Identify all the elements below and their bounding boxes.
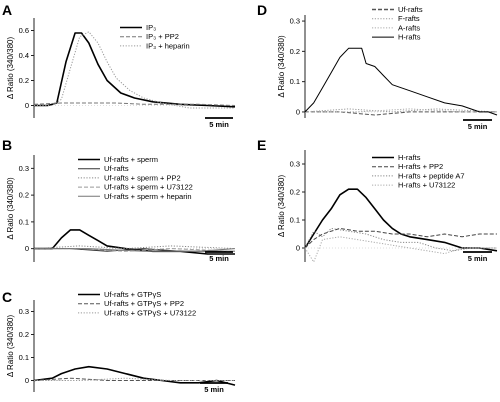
y-tick-label: 0 [296,108,300,117]
y-axis-label: Δ Ratio (340/380) [6,177,15,240]
panel-e: E00.10.20.3Δ Ratio (340/380)H-raftsH-raf… [257,137,498,263]
legend-label: Uf-rafts + sperm + heparin [104,192,192,201]
legend-label: Uf-rafts [398,5,423,14]
series-line-2 [33,377,235,381]
series-line-3 [305,108,497,113]
panel-letter: E [257,137,266,153]
y-tick-label: 0.3 [290,160,300,169]
legend-label: Uf-rafts + sperm + U73122 [104,183,193,192]
legend-label: H-rafts + PP2 [398,162,443,171]
series-line-5 [34,248,236,252]
series-line-3 [304,227,497,252]
y-axis-label: Δ Ratio (340/380) [6,37,15,100]
y-tick-label: 0.2 [19,330,29,339]
panel-letter: D [257,2,267,18]
legend-label: IP₃ + heparin [146,41,190,50]
y-tick-label: 0 [25,376,29,385]
series-line-2 [304,108,498,113]
y-axis-label: Δ Ratio (340/380) [6,315,15,378]
legend-label: H-rafts [398,33,421,42]
y-tick-label: 0.1 [19,217,29,226]
legend-label: F-rafts [398,14,420,23]
legend-label: Uf-rafts + GTPγS + PP2 [104,299,184,308]
legend-label: H-rafts + peptide A7 [398,171,465,180]
legend-label: Uf-rafts + sperm [104,155,158,164]
legend-label: IP₃ + PP2 [146,32,179,41]
legend-label: A-rafts [398,23,420,32]
series-line-4 [304,236,497,263]
series-line-2 [33,102,236,106]
scale-bar-label: 5 min [209,120,229,129]
y-tick-label: 0.2 [290,188,300,197]
series-line-2 [304,227,497,249]
y-tick-label: 0.2 [290,47,300,56]
y-tick-label: 0.2 [19,76,29,85]
legend-label: H-rafts + U73122 [398,181,455,190]
y-tick-label: 0.1 [19,353,29,362]
legend-label: Uf-rafts + GTPγS [104,290,161,299]
y-tick-label: 0.1 [290,216,300,225]
panel-d: D 0 0.1 0.2 0.3 Δ Ratio (340/380) Uf-raftsF-ra… [257,2,498,131]
panel-letter: C [2,289,12,305]
series-line-1 [304,188,498,252]
y-axis-label: Δ Ratio (340/380) [277,35,286,98]
scale-bar-label: 5 min [209,254,229,263]
series-line-1 [34,32,236,108]
series-line-4 [304,47,498,116]
y-tick-label: 0.3 [19,307,29,316]
legend-label: IP₃ [146,23,156,32]
y-tick-label: 0 [296,244,300,253]
legend-label: Uf-rafts + sperm + PP2 [104,173,181,182]
series-line-1 [33,365,236,386]
legend-label: Uf-rafts [104,164,129,173]
panel-c: C 0 0.1 0.2 0.3 Δ Ratio (340/380) Uf-rafts + G… [2,289,236,394]
y-tick-label: 0.4 [19,51,29,60]
legend-label: H-rafts [398,153,421,162]
series-line-1 [305,111,497,116]
y-tick-label: 0 [25,244,29,253]
panel-b: B 0 0.1 0.2 0.3 Δ Ratio (340/380) Uf-rafts + s… [2,137,236,263]
y-tick-label: 0.6 [19,26,29,35]
scale-bar-label: 5 min [204,385,224,394]
panel-letter: B [2,137,12,153]
legend-label: Uf-rafts + GTPγS + U73122 [104,308,196,317]
scale-bar-label: 5 min [468,122,488,131]
panel-letter: A [2,2,12,18]
y-tick-label: 0 [25,101,29,110]
y-tick-label: 0.3 [19,164,29,173]
scale-bar-label: 5 min [468,254,488,263]
y-tick-label: 0.2 [19,191,29,200]
series-line-3 [34,31,235,109]
y-tick-label: 0.1 [290,77,300,86]
y-tick-label: 0.3 [290,17,300,26]
y-axis-label: Δ Ratio (340/380) [277,175,286,238]
